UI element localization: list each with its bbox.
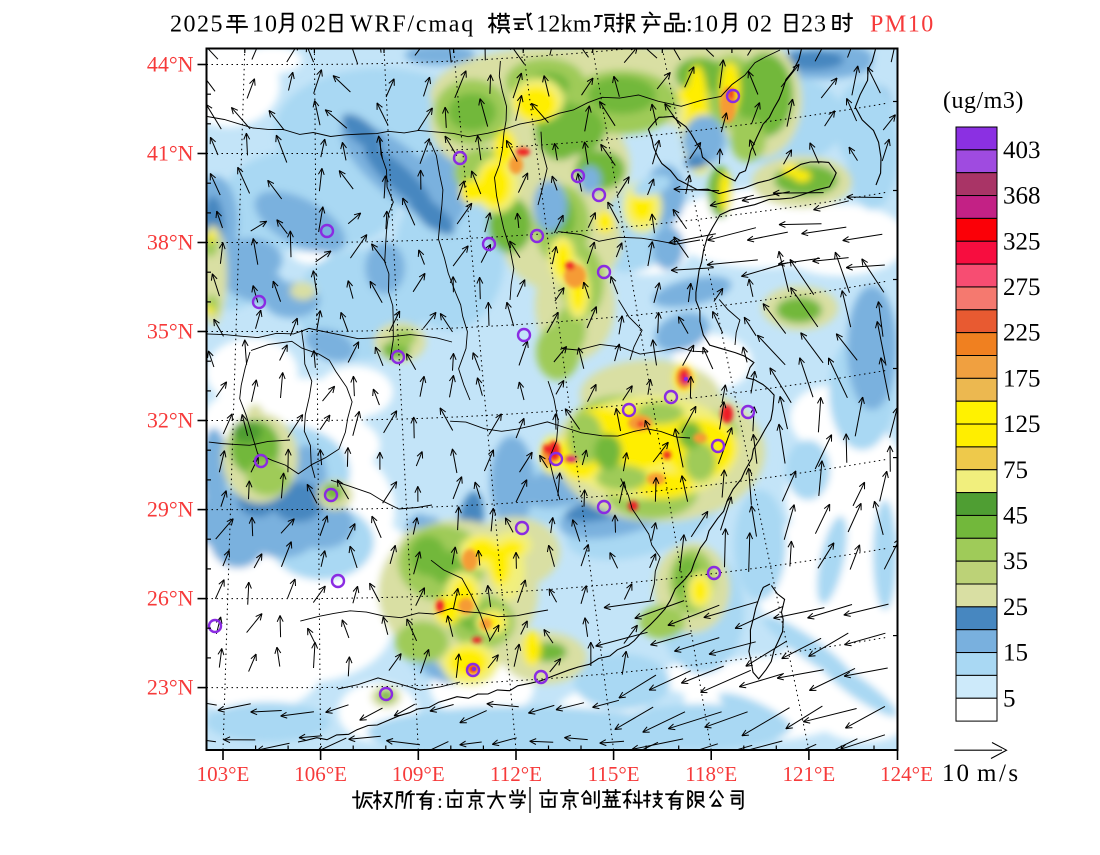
svg-text:115°E: 115°E [588, 762, 640, 786]
svg-text:29°N: 29°N [147, 497, 194, 522]
svg-text:106°E: 106°E [294, 762, 347, 786]
svg-text:275: 275 [1003, 274, 1041, 301]
svg-text:225: 225 [1003, 320, 1041, 347]
svg-text:02: 02 [747, 12, 773, 38]
svg-text:02: 02 [301, 12, 327, 38]
svg-text:125: 125 [1003, 411, 1041, 438]
svg-text:41°N: 41°N [147, 141, 194, 166]
svg-text:25: 25 [1003, 594, 1028, 621]
svg-text:403: 403 [1003, 137, 1041, 164]
svg-text:38°N: 38°N [147, 230, 194, 255]
svg-text:WRF/cmaq: WRF/cmaq [350, 12, 475, 38]
svg-text:5: 5 [1003, 685, 1016, 712]
svg-text:121°E: 121°E [783, 762, 836, 786]
svg-text:124°E: 124°E [880, 762, 933, 786]
svg-text:10: 10 [252, 12, 278, 38]
svg-text:PM10: PM10 [870, 12, 935, 38]
svg-text:10: 10 [693, 12, 719, 38]
svg-text:15: 15 [1003, 640, 1028, 667]
svg-text:368: 368 [1003, 183, 1041, 210]
svg-text:103°E: 103°E [197, 762, 250, 786]
svg-text:109°E: 109°E [392, 762, 445, 786]
svg-text:45: 45 [1003, 502, 1028, 529]
svg-text:35: 35 [1003, 548, 1028, 575]
svg-text:75: 75 [1003, 457, 1028, 484]
svg-text:m/s: m/s [977, 760, 1021, 787]
svg-text:10: 10 [942, 760, 971, 787]
svg-text:118°E: 118°E [685, 762, 737, 786]
svg-text::: : [686, 12, 693, 38]
svg-text:26°N: 26°N [147, 586, 194, 611]
svg-text:23°N: 23°N [147, 675, 194, 700]
svg-text::: : [437, 789, 443, 813]
svg-text:12km: 12km [536, 12, 592, 38]
svg-text:325: 325 [1003, 228, 1041, 255]
svg-text:112°E: 112°E [490, 762, 542, 786]
svg-text:35°N: 35°N [147, 319, 194, 344]
svg-text:44°N: 44°N [147, 52, 194, 77]
svg-text:175: 175 [1003, 365, 1041, 392]
svg-text:32°N: 32°N [147, 408, 194, 433]
svg-text:23: 23 [801, 12, 827, 38]
svg-text:2025: 2025 [170, 12, 224, 38]
svg-text:(ug/m3): (ug/m3) [943, 88, 1024, 114]
